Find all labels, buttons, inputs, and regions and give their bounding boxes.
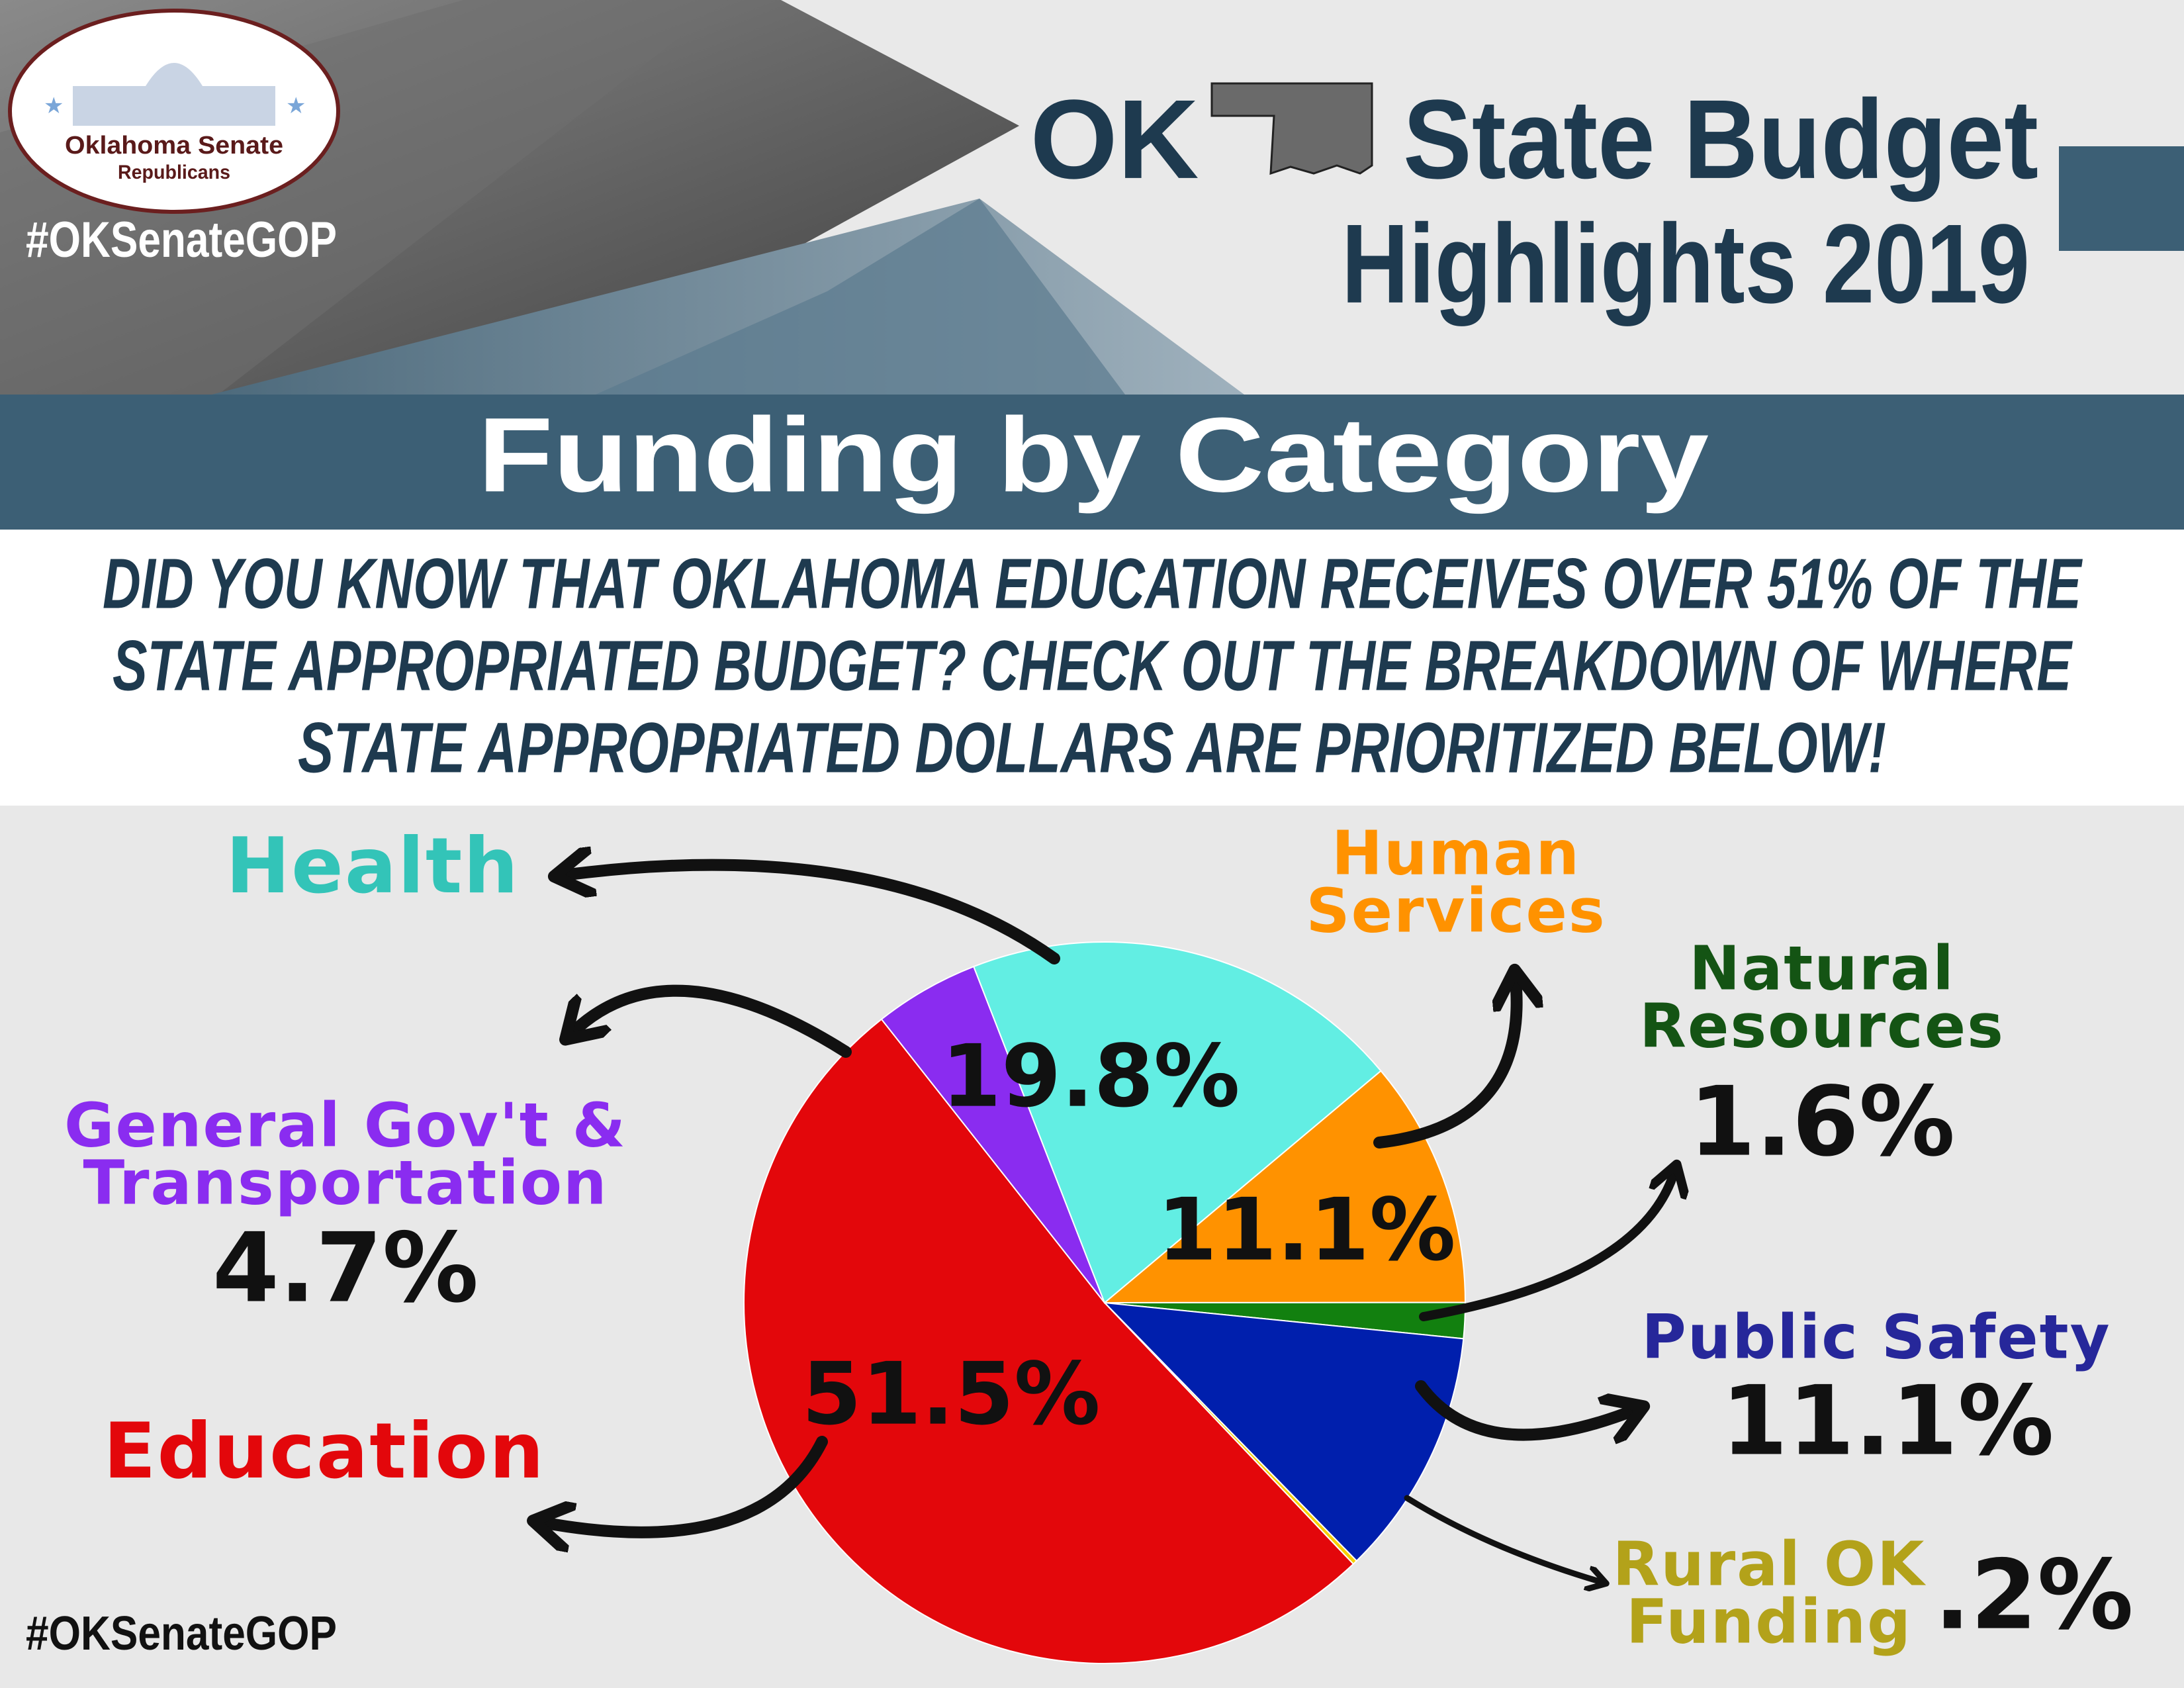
brand: OK bbox=[1030, 77, 1199, 203]
subtitle: STATE APPROPRIATED DOLLARS ARE PRIORITIZ… bbox=[298, 708, 1886, 788]
value-label: 11.1% bbox=[1721, 1366, 2054, 1477]
arrow bbox=[1419, 1172, 1674, 1321]
hashtag: #OKSenateGOP bbox=[26, 212, 337, 268]
value-label: 1.6% bbox=[1689, 1066, 1955, 1178]
value-label: 51.5% bbox=[801, 1344, 1100, 1444]
pie-slice bbox=[743, 1018, 1355, 1664]
header-shape bbox=[596, 199, 1125, 395]
slice-label: Human Services bbox=[1306, 818, 1606, 947]
value-label: 4.7% bbox=[212, 1213, 478, 1325]
logo-text: Republicans bbox=[118, 162, 230, 183]
chart-title: Funding by Category bbox=[478, 395, 1709, 514]
logo-text: Oklahoma Senate bbox=[65, 132, 283, 160]
arrow bbox=[1404, 1495, 1602, 1582]
slice-label: General Gov't & Transportation bbox=[64, 1090, 627, 1219]
arrow bbox=[543, 1436, 828, 1532]
arrow bbox=[572, 984, 852, 1058]
logo-star: ★ bbox=[44, 93, 64, 118]
arrow bbox=[564, 865, 1060, 964]
pie-slice bbox=[1103, 1301, 1465, 1562]
header-block bbox=[2059, 146, 2184, 251]
title-band bbox=[0, 395, 2184, 530]
state-shape bbox=[1210, 82, 1373, 175]
pie bbox=[743, 941, 1467, 1664]
logo-star: ★ bbox=[286, 93, 306, 118]
value-label: 11.1% bbox=[1157, 1180, 1455, 1280]
value-label: .2% bbox=[1934, 1540, 2133, 1652]
slice-label: Health bbox=[226, 821, 520, 911]
title: State Budget bbox=[1403, 77, 2038, 203]
pie-slice bbox=[972, 941, 1382, 1304]
pie-slice bbox=[1103, 1070, 1467, 1304]
slice-label: Education bbox=[103, 1406, 545, 1496]
arrow bbox=[1415, 1380, 1635, 1435]
slice-label: Natural Resources bbox=[1639, 933, 2005, 1062]
hashtag: #OKSenateGOP bbox=[26, 1607, 337, 1660]
slice-label: Rural OK Funding bbox=[1612, 1528, 1926, 1658]
slice-label: Public Safety bbox=[1641, 1301, 2111, 1373]
pie-slice bbox=[880, 965, 1105, 1303]
arrows bbox=[543, 865, 1674, 1582]
subtitle-bg bbox=[0, 530, 2184, 806]
arrow bbox=[1373, 980, 1517, 1149]
subtitle: STATE APPROPRIATED BUDGET? CHECK OUT THE… bbox=[113, 626, 2073, 706]
value-label: 19.8% bbox=[941, 1026, 1240, 1127]
title: Highlights 2019 bbox=[1342, 201, 2030, 327]
subtitle: DID YOU KNOW THAT OKLAHOMA EDUCATION REC… bbox=[103, 543, 2083, 624]
logo-dome bbox=[146, 63, 203, 86]
logo-building bbox=[73, 86, 275, 126]
